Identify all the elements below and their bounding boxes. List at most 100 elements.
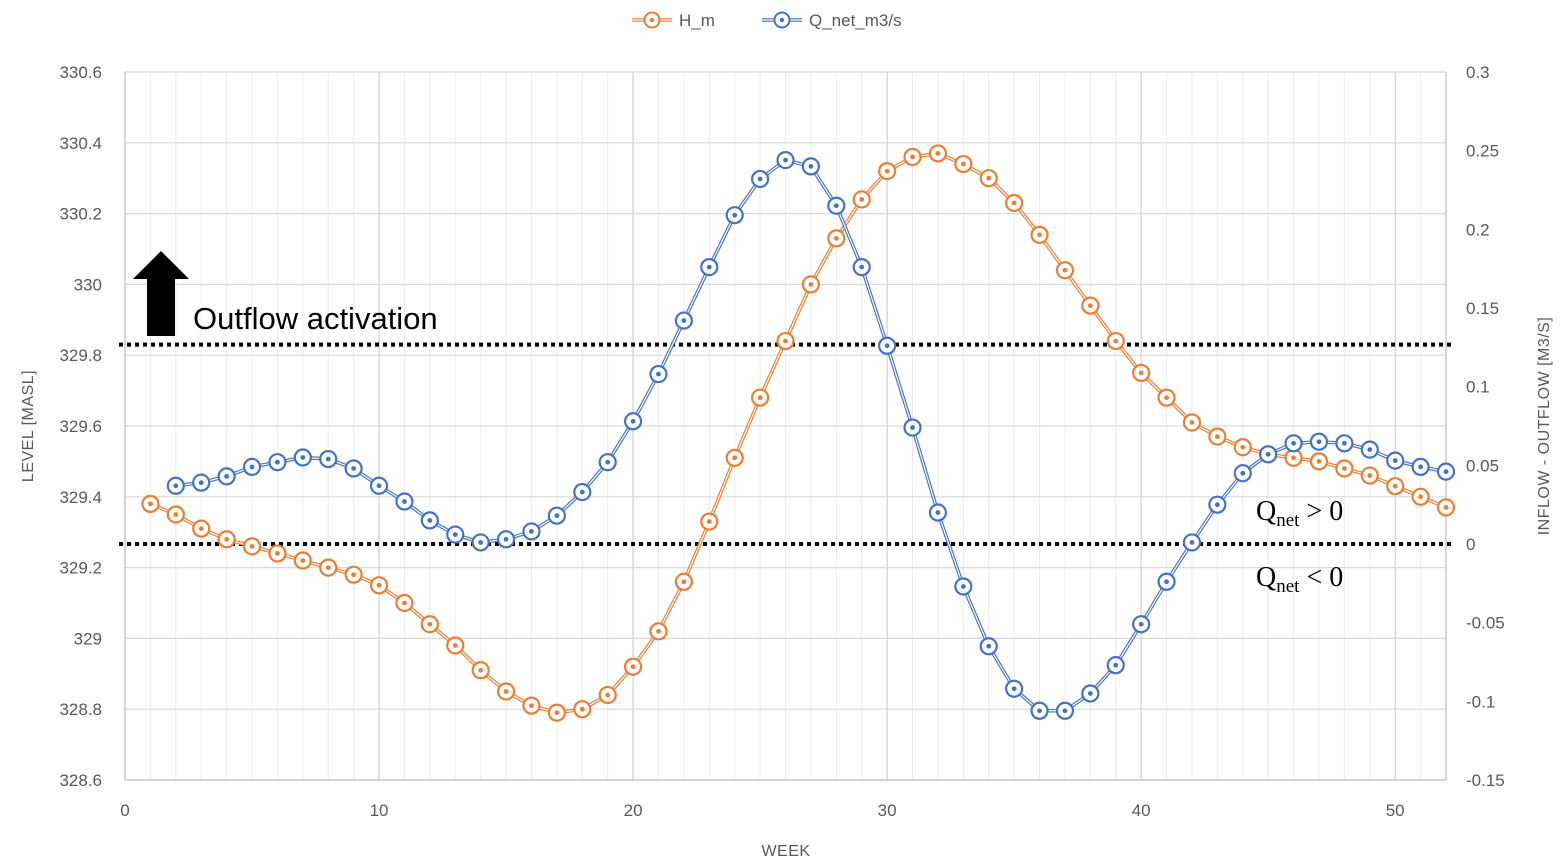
series-layer [141,144,1456,722]
data-point-center [1189,420,1195,425]
data-point-center [300,455,306,460]
data-point-center [1443,469,1449,475]
data-point-center [1341,440,1347,446]
y-tick-label: 329.6 [59,417,102,436]
y-tick-label: 328.6 [59,771,102,790]
data-point-center [605,692,611,698]
y2-tick-label: 0.05 [1466,456,1499,475]
data-point-center [859,197,865,202]
y2-tick-label: -0.05 [1466,614,1505,633]
data-point-center [148,501,153,507]
y-tick-label: 329.8 [59,346,102,365]
data-point-center [1138,370,1144,376]
q-positive-label: Qnet > 0 [1256,496,1343,531]
legend-item-h-m: H_m [632,11,715,30]
data-point-center [656,371,661,377]
data-point-center [884,343,890,349]
data-point-center [833,203,839,209]
data-point-center [376,582,382,588]
data-point-center [1214,434,1220,440]
data-point-center [935,151,941,156]
data-point-center [1291,440,1296,446]
data-point-center [960,584,966,589]
q-positive-sub: net [1276,510,1300,531]
q-positive-main: Q [1256,496,1276,527]
data-point-center [910,154,915,160]
data-point-center [554,710,560,716]
data-point-center [529,703,534,709]
data-point-center [427,621,433,627]
x-axis-title: WEEK [761,843,810,859]
data-point-center [1011,200,1017,206]
q-negative-label: Qnet < 0 [1256,562,1343,597]
y-tick-label: 330.6 [59,63,102,82]
y2-tick-label: -0.15 [1466,771,1505,790]
data-point-center [1062,267,1068,273]
legend-label-h-m: H_m [679,11,715,30]
legend-marker-dot-h-m [649,17,655,23]
data-point-center [478,667,484,673]
x-tick-label: 0 [120,801,129,820]
data-point-center [173,512,179,517]
y2-tick-label: 0.15 [1466,299,1499,318]
y2-tick-label: 0.2 [1466,220,1490,239]
data-point-center [986,175,992,181]
x-tick-label: 20 [624,801,643,820]
data-point-center [503,689,509,694]
series-h-m [141,144,1456,722]
data-point-center [173,483,179,489]
data-point-center [452,643,458,648]
data-point-center [402,600,407,606]
data-point-center [1418,494,1423,500]
data-point-center [1240,470,1246,476]
y2-tick-label: 0.3 [1466,63,1490,82]
annotations: Outflow activation Qnet > 0 Qnet < 0 [133,251,1343,597]
data-point-center [275,551,280,556]
data-point-center [1062,708,1068,714]
series-line-outer [149,151,1447,715]
data-point-center [351,572,357,578]
data-point-center [1189,540,1195,545]
data-point-center [224,473,230,479]
data-point-center [1367,447,1373,452]
data-point-center [681,318,687,323]
y-tick-label: 330.2 [59,205,102,224]
data-point-center [757,176,763,182]
data-point-center [1011,686,1017,692]
data-point-center [198,526,204,532]
q-positive-rest: > 0 [1299,496,1343,527]
x-tick-label: 50 [1386,801,1405,820]
data-point-center [325,456,331,462]
data-point-center [1164,579,1169,585]
data-point-center [579,489,585,495]
data-point-center [376,483,382,489]
data-point-center [808,164,814,169]
data-point-center [757,395,763,401]
series-q-net [166,151,1456,720]
data-point-center [1240,444,1246,450]
data-point-center [1087,691,1093,696]
data-point-center [249,543,255,549]
data-point-center [198,480,204,486]
series-line-core [150,152,1447,714]
legend: H_m Q_net_m3/s [632,11,902,30]
data-point-center [783,338,788,344]
y-tick-label: 329.2 [59,559,102,578]
data-point-center [452,532,458,537]
data-point-center [1392,458,1398,464]
data-point-center [503,536,509,542]
data-point-center [1316,459,1322,464]
data-point-center [732,212,738,218]
data-point-center [833,235,839,241]
data-point-center [300,558,306,563]
data-point-center [808,282,814,287]
x-tick-label: 30 [878,801,897,820]
data-point-center [1265,451,1271,457]
y-tick-label: 329.4 [59,488,102,507]
legend-item-q-net: Q_net_m3/s [762,11,902,30]
data-point-center [1291,455,1296,461]
x-tick-label: 40 [1132,801,1151,820]
y2-axis-title: INFLOW - OUTFLOW [M3/S] [1536,317,1553,536]
data-point-center [554,513,560,519]
data-point-center [986,643,992,649]
